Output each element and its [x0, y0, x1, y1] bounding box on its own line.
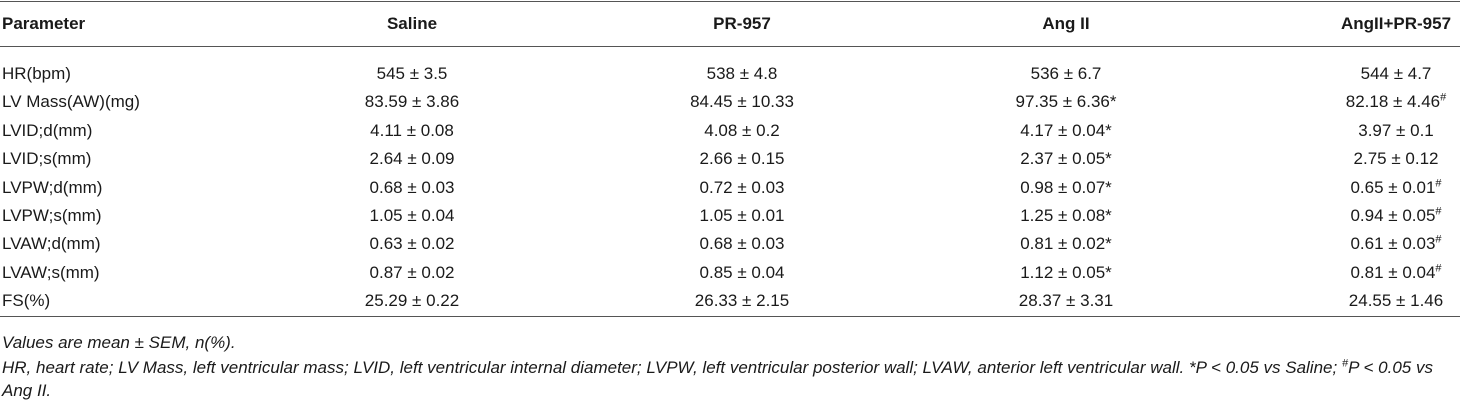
row-label: LVPW;s(mm)	[2, 206, 102, 225]
table-cell: 545 ± 3.5	[376, 64, 448, 83]
row-label: FS(%)	[2, 291, 51, 311]
row-label: LVAW;s(mm)	[2, 262, 100, 282]
column-header: Saline	[386, 14, 438, 33]
table-cell: 4.17 ± 0.04*	[1020, 120, 1112, 140]
table-cell: 83.59 ± 3.86	[364, 92, 460, 112]
row-label: LVPW;d(mm)	[2, 177, 103, 197]
footnote-text: P < 0.05 vs Ang II.	[2, 358, 1433, 400]
table-cell: 26.33 ± 2.15	[694, 291, 790, 311]
table-cell: 1.25 ± 0.08*	[1020, 206, 1112, 225]
row-label: LVAW;d(mm)	[2, 234, 101, 254]
table-cell: 24.55 ± 1.46	[1348, 291, 1444, 311]
column-header: Parameter	[2, 14, 86, 33]
table-cell: 0.81 ± 0.04#	[1350, 263, 1441, 283]
table-cell: 536 ± 6.7	[1030, 64, 1102, 83]
table-cell: 0.94 ± 0.05#	[1350, 206, 1441, 226]
top-rule	[0, 1, 1460, 2]
table-cell: 538 ± 4.8	[706, 64, 778, 83]
table-cell: 4.11 ± 0.08	[370, 120, 454, 140]
table-cell: 2.37 ± 0.05*	[1020, 149, 1112, 169]
cell-marker: #	[1435, 205, 1442, 218]
table-cell: 0.63 ± 0.02	[369, 234, 455, 254]
header-rule	[0, 46, 1460, 47]
table-cell: 2.75 ± 0.12	[1353, 149, 1439, 169]
row-label: HR(bpm)	[2, 64, 71, 83]
cell-text: 0.81 ± 0.04	[1350, 262, 1436, 282]
row-label: LVID;d(mm)	[2, 120, 93, 140]
table-cell: 97.35 ± 6.36*	[1015, 92, 1117, 112]
table-cell: 28.37 ± 3.31	[1018, 291, 1114, 311]
table-cell: 0.68 ± 0.03	[699, 234, 785, 254]
table-cell: 0.81 ± 0.02*	[1020, 234, 1112, 254]
table-cell: 0.87 ± 0.02	[369, 262, 455, 282]
column-header: Ang II	[1042, 14, 1090, 33]
table-cell: 82.18 ± 4.46#	[1346, 92, 1447, 112]
table-cell: 25.29 ± 0.22	[364, 291, 460, 311]
bottom-rule	[0, 316, 1460, 317]
cell-text: 0.65 ± 0.01	[1350, 177, 1436, 197]
table-cell: 2.64 ± 0.09	[369, 149, 455, 169]
cell-text: 0.61 ± 0.03	[1350, 234, 1436, 254]
cell-marker: #	[1435, 233, 1442, 246]
table-cell: 0.72 ± 0.03	[699, 177, 785, 197]
column-header: AngII+PR-957	[1340, 14, 1452, 33]
table-cell: 0.98 ± 0.07*	[1020, 177, 1112, 197]
table-cell: 0.65 ± 0.01#	[1350, 176, 1442, 198]
footnote: Values are mean ± SEM, n(%).	[2, 333, 236, 352]
row-label: LV Mass(AW)(mg)	[2, 92, 140, 112]
table-cell: 544 ± 4.7	[1360, 64, 1432, 83]
table-cell: 1.05 ± 0.01	[699, 206, 785, 225]
table-cell: 2.66 ± 0.15	[699, 149, 785, 169]
cell-marker: #	[1435, 262, 1442, 275]
cell-marker: #	[1435, 176, 1442, 189]
table-cell: 0.68 ± 0.03	[369, 177, 455, 197]
footnote: HR, heart rate; LV Mass, left ventricula…	[2, 356, 1458, 402]
table-cell: 1.05 ± 0.04	[369, 206, 455, 225]
table-cell: 0.85 ± 0.04	[699, 262, 785, 282]
column-header: PR-957	[713, 14, 771, 33]
row-label: LVID;s(mm)	[2, 149, 92, 169]
table-cell: 1.12 ± 0.05*	[1020, 262, 1112, 282]
footnote-text: HR, heart rate; LV Mass, left ventricula…	[2, 358, 1342, 377]
table-cell: 4.08 ± 0.2	[704, 120, 780, 140]
cell-text: 0.94 ± 0.05	[1350, 206, 1436, 225]
cell-text: 82.18 ± 4.46	[1345, 92, 1441, 112]
footnote-marker: #	[1341, 357, 1349, 370]
table-cell: 3.97 ± 0.1	[1358, 120, 1434, 140]
cell-marker: #	[1440, 91, 1447, 104]
table-cell: 0.61 ± 0.03#	[1350, 234, 1441, 254]
table-cell: 84.45 ± 10.33	[690, 92, 794, 112]
